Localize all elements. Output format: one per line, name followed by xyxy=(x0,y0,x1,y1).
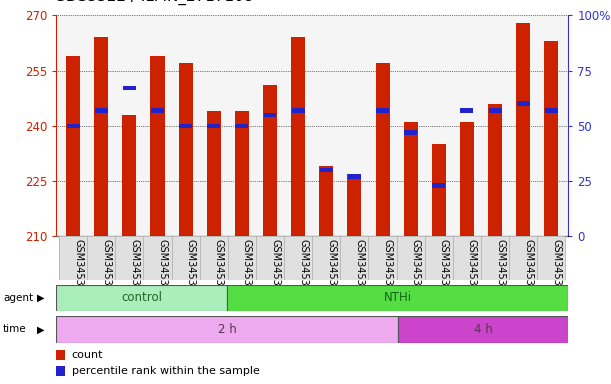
Text: GSM345358: GSM345358 xyxy=(214,239,224,298)
Bar xyxy=(517,101,530,106)
Bar xyxy=(263,85,277,236)
Bar xyxy=(291,38,305,236)
Bar xyxy=(291,108,305,113)
Bar xyxy=(376,63,390,236)
Bar xyxy=(432,144,446,236)
Text: GSM345363: GSM345363 xyxy=(354,239,364,298)
Text: NTHi: NTHi xyxy=(384,291,412,305)
Bar xyxy=(544,41,558,236)
Bar xyxy=(235,124,248,128)
Bar xyxy=(178,63,192,236)
Text: GSM345353: GSM345353 xyxy=(73,239,83,298)
Text: GSM345364: GSM345364 xyxy=(382,239,392,298)
Bar xyxy=(320,168,333,172)
Bar xyxy=(489,108,502,113)
Bar xyxy=(227,285,568,311)
Text: GSM345367: GSM345367 xyxy=(467,239,477,298)
Text: GSM345359: GSM345359 xyxy=(242,239,252,298)
Text: agent: agent xyxy=(3,293,33,303)
Bar xyxy=(404,130,417,135)
Text: GSM345361: GSM345361 xyxy=(298,239,308,298)
Text: GSM345356: GSM345356 xyxy=(158,239,167,298)
Bar xyxy=(461,108,474,113)
Text: percentile rank within the sample: percentile rank within the sample xyxy=(71,366,260,376)
Bar xyxy=(545,108,558,113)
Bar xyxy=(67,124,79,128)
Bar xyxy=(488,104,502,236)
Text: GSM345355: GSM345355 xyxy=(130,239,139,298)
Bar xyxy=(320,166,334,236)
Bar xyxy=(95,108,108,113)
Text: ▶: ▶ xyxy=(37,293,45,303)
Bar xyxy=(94,38,108,236)
Text: control: control xyxy=(121,291,162,305)
Bar xyxy=(348,174,362,236)
Text: GSM345365: GSM345365 xyxy=(411,239,421,298)
Bar xyxy=(122,115,136,236)
Text: GSM345370: GSM345370 xyxy=(551,239,562,298)
Bar xyxy=(56,316,398,343)
Text: GSM345369: GSM345369 xyxy=(523,239,533,298)
Bar xyxy=(207,111,221,236)
Text: GSM345368: GSM345368 xyxy=(495,239,505,298)
Bar xyxy=(123,86,136,91)
Bar xyxy=(207,124,220,128)
Bar xyxy=(376,108,389,113)
Bar xyxy=(235,111,249,236)
Text: GDS3522 / ILMN_2717108: GDS3522 / ILMN_2717108 xyxy=(54,0,253,5)
Bar xyxy=(56,350,65,360)
Text: time: time xyxy=(3,324,27,334)
Text: GSM345362: GSM345362 xyxy=(326,239,336,298)
Bar xyxy=(151,108,164,113)
Text: GSM345354: GSM345354 xyxy=(101,239,111,298)
Bar xyxy=(179,124,192,128)
Bar xyxy=(516,23,530,236)
Text: GSM345357: GSM345357 xyxy=(186,239,196,298)
Text: 2 h: 2 h xyxy=(218,323,236,336)
Bar xyxy=(460,122,474,236)
Text: GSM345366: GSM345366 xyxy=(439,239,449,298)
Bar xyxy=(404,122,418,236)
Bar xyxy=(348,174,361,179)
Bar xyxy=(150,56,164,236)
Bar xyxy=(56,285,227,311)
Bar xyxy=(433,183,445,187)
Text: GSM345360: GSM345360 xyxy=(270,239,280,298)
Text: 4 h: 4 h xyxy=(474,323,492,336)
Bar xyxy=(66,56,80,236)
Bar xyxy=(398,316,568,343)
Bar xyxy=(56,366,65,376)
Text: count: count xyxy=(71,350,103,360)
Bar xyxy=(263,113,277,117)
Text: ▶: ▶ xyxy=(37,324,45,334)
